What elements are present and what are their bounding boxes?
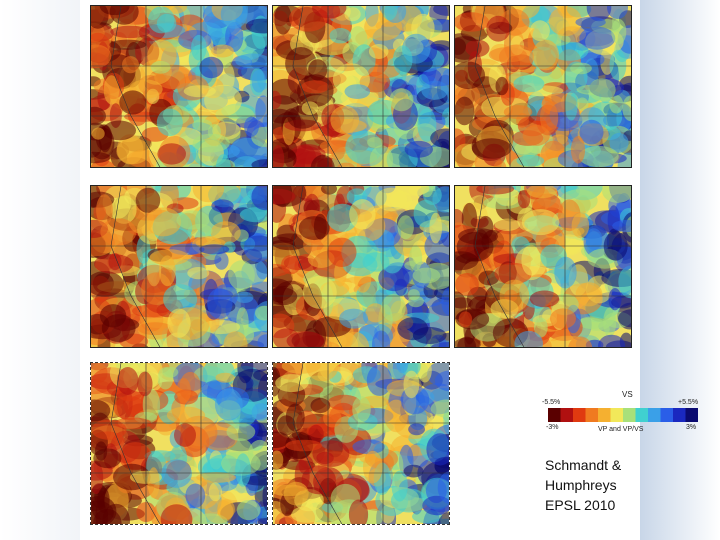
colorbar-swatch — [585, 408, 599, 422]
tomography-map — [272, 362, 450, 525]
velocity-anomaly-field — [455, 186, 631, 347]
colorbar-left-bottom-label: -3% — [546, 424, 559, 431]
colorbar-swatch — [660, 408, 674, 422]
colorbar-swatch — [573, 408, 586, 422]
tomography-map — [454, 185, 632, 348]
colorbar-swatch — [548, 408, 561, 422]
colorbar-swatch — [673, 408, 686, 422]
tomography-map — [454, 5, 632, 168]
colorbar-right-bottom-label: 3% — [686, 424, 697, 431]
colorbar-swatch — [648, 408, 661, 422]
citation-journal: EPSL 2010 — [545, 497, 616, 513]
slide-right-margin — [640, 0, 720, 540]
figure-slide: VS -5.5% +5.5% -3% VP and VP/VS 3% Schma… — [80, 0, 698, 540]
colorbar-right-top-label: +5.5% — [678, 399, 699, 406]
colorbar-swatch — [623, 408, 636, 422]
colorbar-subtitle: VP and VP/VS — [598, 426, 644, 433]
tomography-map — [272, 185, 450, 348]
velocity-anomaly-field — [455, 6, 631, 167]
slide-left-margin — [0, 0, 80, 540]
colorbar-legend: VS -5.5% +5.5% -3% VP and VP/VS 3% — [540, 390, 710, 442]
colorbar-swatch — [610, 408, 624, 422]
velocity-anomaly-field — [273, 6, 449, 167]
velocity-anomaly-field — [273, 363, 449, 524]
colorbar-swatch — [685, 408, 698, 422]
citation-authors: Schmandt & Humphreys — [545, 457, 622, 493]
tomography-map — [90, 5, 268, 168]
velocity-anomaly-field — [91, 6, 267, 167]
colorbar-swatch — [598, 408, 611, 422]
colorbar-swatch — [560, 408, 574, 422]
colorbar-scale — [548, 408, 698, 422]
velocity-anomaly-field — [91, 186, 267, 347]
colorbar-swatch — [635, 408, 649, 422]
citation: Schmandt & Humphreys EPSL 2010 — [545, 455, 640, 515]
tomography-map — [272, 5, 450, 168]
colorbar-title: VS — [622, 390, 633, 399]
tomography-map — [90, 185, 268, 348]
velocity-anomaly-field — [91, 363, 267, 524]
tomography-map — [90, 362, 268, 525]
colorbar-left-top-label: -5.5% — [542, 399, 561, 406]
velocity-anomaly-field — [273, 186, 449, 347]
